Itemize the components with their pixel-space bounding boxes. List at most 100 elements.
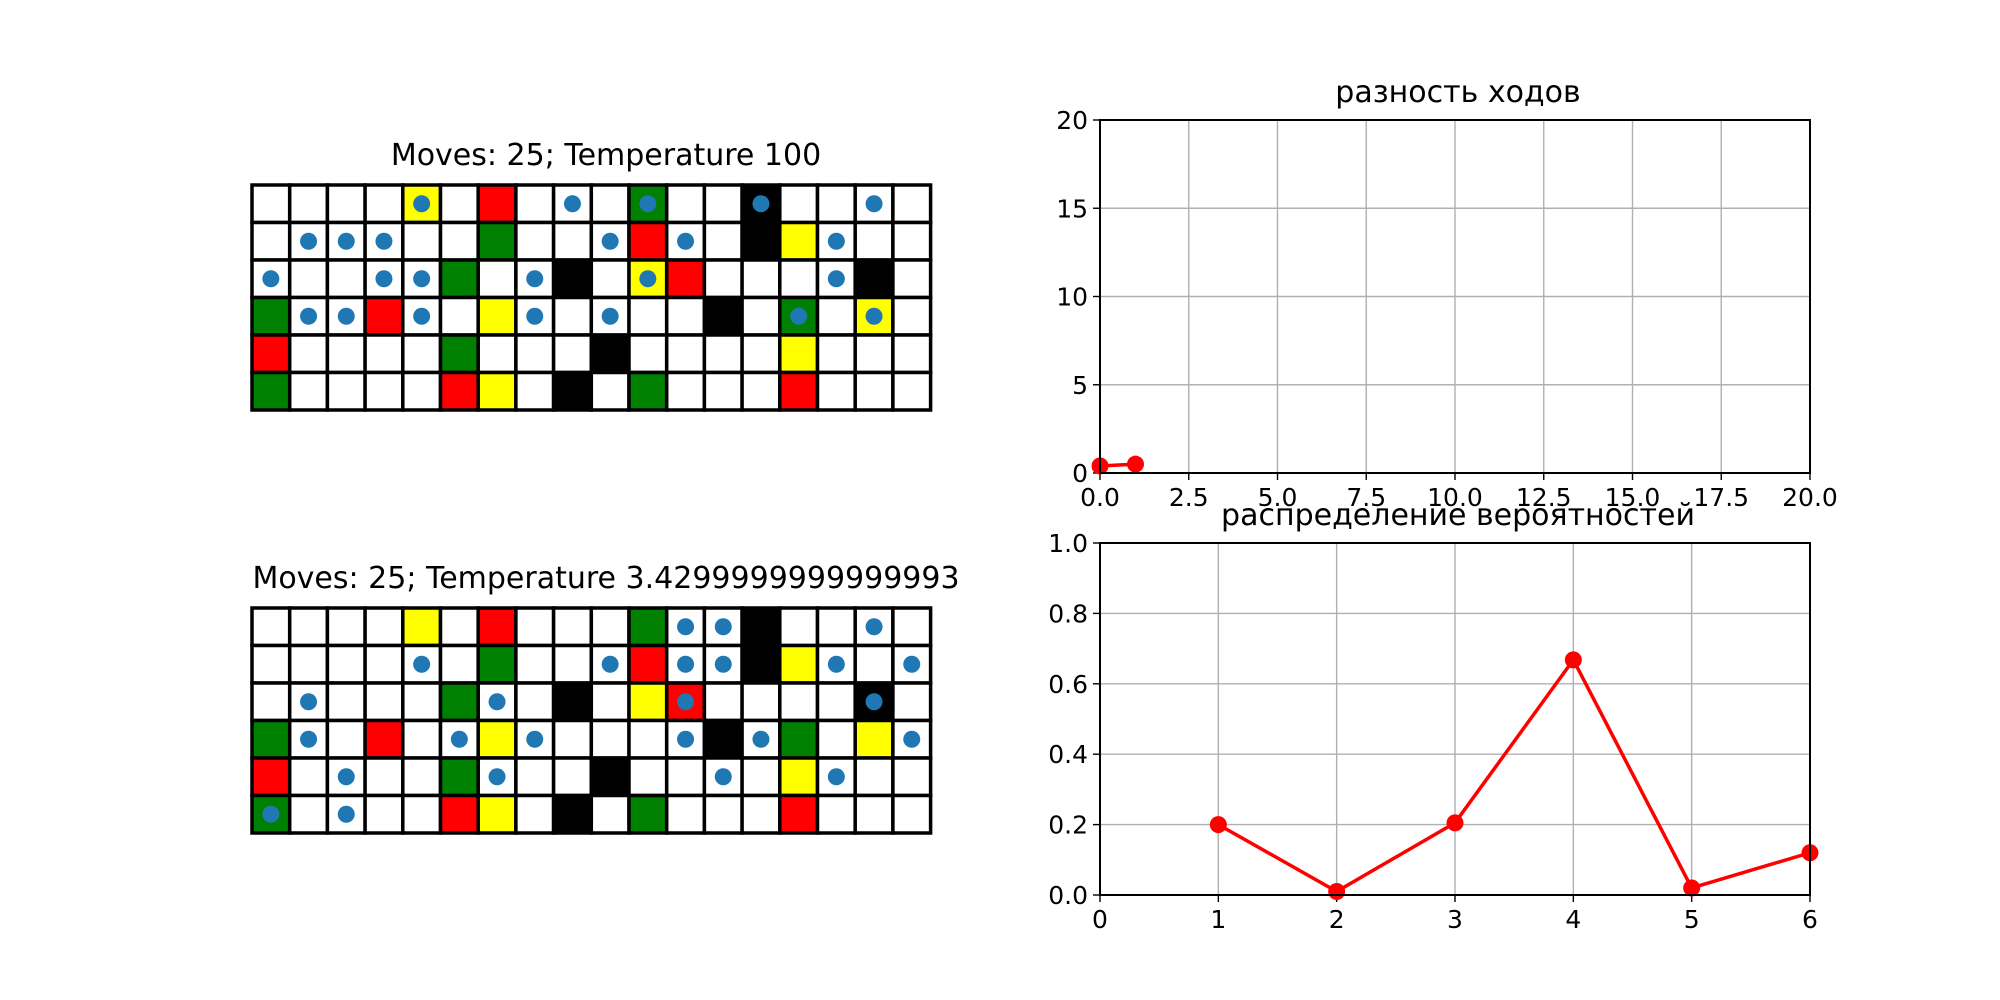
board-cell [778, 681, 820, 723]
board-cell [363, 183, 405, 225]
board-top: Moves: 25; Temperature 100 [250, 138, 933, 412]
board-cell [287, 756, 330, 798]
y-tick-label: 0.4 [1048, 740, 1088, 769]
board-cell [891, 370, 933, 412]
board-dot [262, 270, 280, 288]
x-tick-label: 1 [1210, 905, 1226, 934]
board-cell [740, 793, 782, 835]
board-cell [589, 718, 631, 760]
board-cell [438, 756, 480, 798]
board-cell [551, 643, 594, 685]
board-cell [476, 370, 518, 412]
board-cell [627, 606, 669, 648]
board-cell [815, 681, 857, 723]
board-dot [300, 730, 318, 748]
board-cell [363, 333, 405, 375]
board-dot [677, 730, 695, 748]
board-cell [778, 333, 820, 375]
board-cell [363, 718, 405, 760]
board-dot [262, 805, 280, 823]
board-cell [438, 295, 480, 337]
board-cell [438, 681, 480, 723]
board-cell [815, 718, 857, 760]
board-cell [476, 183, 518, 225]
x-tick-label: 2.5 [1169, 483, 1209, 512]
board-dot [827, 232, 845, 250]
board-cell [778, 258, 820, 300]
board-cell [891, 606, 933, 648]
board-cell [853, 718, 895, 760]
board-cell [891, 756, 933, 798]
board-cell [287, 793, 330, 835]
board-top-cells [250, 183, 933, 412]
board-bottom-title: Moves: 25; Temperature 3.429999999999999… [252, 561, 959, 596]
board-cell [438, 258, 480, 300]
board-cell [401, 681, 443, 723]
board-cell [401, 220, 443, 262]
board-cell [778, 756, 820, 798]
axes-frame [1099, 119, 1811, 474]
x-tick-label: 12.5 [1516, 483, 1572, 512]
x-tick-label: 15.0 [1605, 483, 1661, 512]
board-cell [702, 183, 744, 225]
board-cell [740, 756, 782, 798]
board-dot [677, 618, 695, 636]
board-cell [551, 793, 594, 835]
board-cell [740, 681, 782, 723]
board-dot [790, 307, 808, 325]
y-tick-label: 0.0 [1048, 881, 1088, 910]
board-cell [664, 793, 707, 835]
board-cell [514, 183, 556, 225]
board-cell [740, 220, 782, 262]
board-cell [325, 258, 367, 300]
board-dot [865, 618, 883, 636]
board-cell [815, 183, 857, 225]
board-cell [250, 183, 292, 225]
board-cell [401, 718, 443, 760]
board-dot [413, 270, 431, 288]
data-point [1328, 882, 1346, 900]
board-cell [815, 295, 857, 337]
board-cell [363, 793, 405, 835]
board-cell [778, 643, 820, 685]
y-tick-label: 0.2 [1048, 811, 1088, 840]
board-cell [514, 793, 556, 835]
board-cell [325, 643, 367, 685]
y-tick-label: 0.6 [1048, 670, 1088, 699]
board-cell [438, 793, 480, 835]
board-cell [740, 370, 782, 412]
board-top-title: Moves: 25; Temperature 100 [391, 138, 821, 173]
x-tick-label: 0.0 [1080, 483, 1120, 512]
x-tick-label: 4 [1565, 905, 1581, 934]
board-cell [250, 295, 292, 337]
data-point [1683, 879, 1701, 897]
board-cell [627, 333, 669, 375]
board-cell [250, 643, 292, 685]
board-cell [363, 681, 405, 723]
board-cell [250, 370, 292, 412]
board-cell [438, 606, 480, 648]
board-cell [514, 643, 556, 685]
board-dot [865, 307, 883, 325]
board-cell [325, 718, 367, 760]
board-cell [363, 756, 405, 798]
board-cell [514, 220, 556, 262]
board-dot [677, 232, 695, 250]
board-dot [450, 730, 468, 748]
board-dot [413, 195, 431, 213]
board-cell [815, 370, 857, 412]
x-tick-label: 5 [1684, 905, 1700, 934]
y-tick-label: 15 [1056, 194, 1088, 223]
moves-difference-chart: разность ходов 0.0 2.5 5.0 7.5 10.0 12.5 15.0 1… [1056, 75, 1838, 512]
board-dot [827, 768, 845, 786]
board-dot [488, 693, 506, 711]
board-cell [250, 333, 292, 375]
board-dot [375, 270, 393, 288]
board-cell [551, 606, 594, 648]
board-bottom-cells [250, 606, 933, 835]
x-tick-label: 6 [1802, 905, 1818, 934]
board-cell [401, 370, 443, 412]
board-cell [702, 333, 744, 375]
board-dot [677, 655, 695, 673]
